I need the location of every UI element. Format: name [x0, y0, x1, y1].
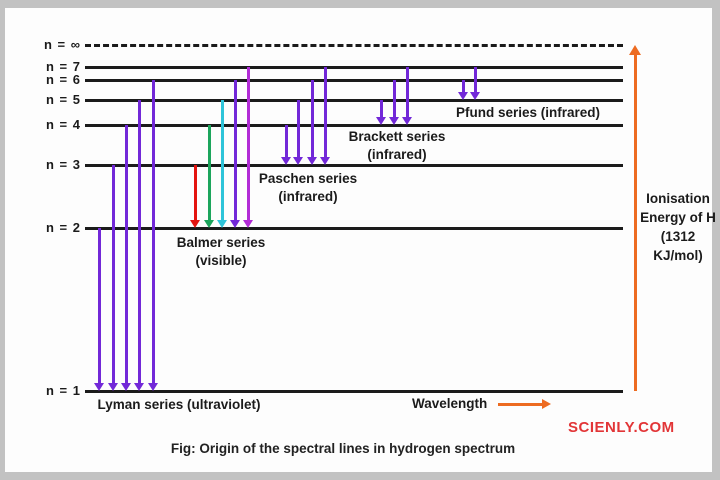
brackett-arrowhead-icon — [389, 117, 399, 125]
paschen-transition-arrow — [310, 80, 314, 158]
balmer-arrowhead-icon — [190, 220, 200, 228]
balmer-transition-arrow — [207, 125, 211, 221]
energy-level-line-infinity — [85, 44, 623, 47]
balmer-transition-arrow — [233, 80, 237, 221]
balmer-transition-arrow — [220, 100, 224, 221]
energy-level-line-5 — [85, 99, 623, 102]
paschen-series-label: Paschen series (infrared) — [258, 171, 358, 204]
brackett-transition-arrow — [392, 80, 396, 118]
paschen-arrowhead-icon — [281, 157, 291, 165]
energy-level-label: n = ∞ — [43, 37, 81, 52]
pfund-arrowhead-icon — [458, 92, 468, 100]
balmer-arrowhead-icon — [217, 220, 227, 228]
lyman-arrowhead-icon — [108, 383, 118, 391]
balmer-transition-arrow — [246, 67, 250, 221]
balmer-transition-arrow — [193, 165, 197, 221]
energy-level-label: n = 5 — [46, 92, 81, 107]
energy-level-label: n = 1 — [46, 383, 81, 398]
brackett-transition-arrow — [405, 67, 409, 118]
brackett-series-label: Brackett series (infrared) — [348, 129, 446, 162]
ionisation-energy-label: Ionisation Energy of H (1312 KJ/mol) — [640, 191, 716, 263]
lyman-arrowhead-icon — [121, 383, 131, 391]
wavelength-arrowhead-icon — [542, 399, 551, 409]
brackett-arrowhead-icon — [402, 117, 412, 125]
balmer-arrowhead-icon — [243, 220, 253, 228]
lyman-transition-arrow — [137, 100, 141, 384]
lyman-arrowhead-icon — [134, 383, 144, 391]
wavelength-arrow-icon — [498, 399, 551, 409]
energy-level-line-2 — [85, 227, 623, 230]
energy-level-line-3 — [85, 164, 623, 167]
paschen-arrowhead-icon — [307, 157, 317, 165]
pfund-series-label: Pfund series (infrared) — [455, 105, 601, 120]
balmer-arrowhead-icon — [204, 220, 214, 228]
balmer-series-label: Balmer series (visible) — [176, 235, 266, 268]
energy-level-line-6 — [85, 79, 623, 82]
energy-level-label: n = 6 — [46, 72, 81, 87]
energy-level-line-7 — [85, 66, 623, 69]
lyman-transition-arrow — [111, 165, 115, 384]
brackett-arrowhead-icon — [376, 117, 386, 125]
ionisation-arrow-line — [633, 53, 637, 391]
paschen-arrowhead-icon — [320, 157, 330, 165]
energy-level-line-1 — [85, 390, 623, 393]
energy-level-label: n = 2 — [46, 220, 81, 235]
ionisation-arrowhead-icon — [629, 45, 641, 55]
paschen-transition-arrow — [296, 100, 300, 158]
paschen-arrowhead-icon — [293, 157, 303, 165]
pfund-arrowhead-icon — [470, 92, 480, 100]
wavelength-label: Wavelength — [412, 396, 488, 411]
paschen-transition-arrow — [284, 125, 288, 158]
lyman-transition-arrow — [151, 80, 155, 384]
lyman-arrowhead-icon — [94, 383, 104, 391]
figure-caption: Fig: Origin of the spectral lines in hyd… — [170, 441, 516, 456]
pfund-transition-arrow — [461, 80, 465, 93]
lyman-series-label: Lyman series (ultraviolet) — [97, 397, 261, 412]
energy-level-line-4 — [85, 124, 623, 127]
energy-level-label: n = 7 — [46, 59, 81, 74]
pfund-transition-arrow — [473, 67, 477, 93]
brackett-transition-arrow — [379, 100, 383, 118]
lyman-transition-arrow — [124, 125, 128, 384]
energy-level-label: n = 4 — [46, 117, 81, 132]
paschen-transition-arrow — [323, 67, 327, 158]
lyman-transition-arrow — [97, 228, 101, 384]
lyman-arrowhead-icon — [148, 383, 158, 391]
brand-watermark: SCIENLY.COM — [568, 419, 675, 436]
energy-level-label: n = 3 — [46, 157, 81, 172]
balmer-arrowhead-icon — [230, 220, 240, 228]
